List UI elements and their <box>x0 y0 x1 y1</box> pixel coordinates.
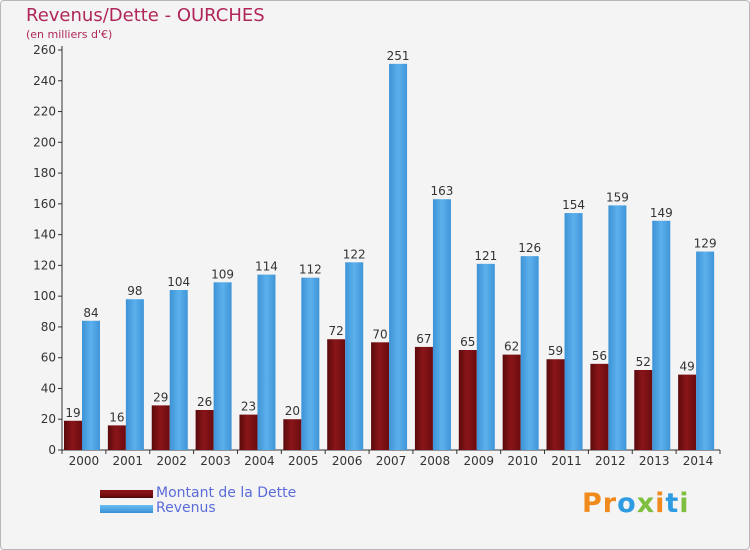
data-label-dette-2004: 23 <box>241 400 256 414</box>
data-label-dette-2013: 52 <box>636 355 651 369</box>
data-label-dette-2000: 19 <box>65 406 80 420</box>
x-tick-label-2008: 2008 <box>420 454 451 468</box>
bar-dette-2000 <box>64 420 82 450</box>
y-tick-label: 260 <box>33 43 56 57</box>
bar-revenus-2010 <box>520 256 539 450</box>
y-tick-label: 0 <box>48 443 56 457</box>
bar-dette-2004 <box>239 414 258 450</box>
x-tick-label-2007: 2007 <box>376 454 407 468</box>
x-tick-label-2002: 2002 <box>156 454 187 468</box>
y-tick-label: 180 <box>33 166 56 180</box>
bar-dette-2011 <box>546 359 565 450</box>
data-label-revenus-2006: 122 <box>343 247 366 261</box>
y-tick-label: 80 <box>41 320 56 334</box>
data-label-dette-2007: 70 <box>372 327 387 341</box>
bar-revenus-2006 <box>345 262 364 450</box>
data-label-revenus-2008: 163 <box>430 184 453 198</box>
bar-revenus-2013 <box>652 220 671 450</box>
x-tick-label-2010: 2010 <box>507 454 538 468</box>
data-label-revenus-2009: 121 <box>474 249 497 263</box>
x-tick-label-2001: 2001 <box>113 454 144 468</box>
y-tick-label: 100 <box>33 289 56 303</box>
x-tick-label-2005: 2005 <box>288 454 319 468</box>
data-label-revenus-2002: 104 <box>167 275 190 289</box>
bar-revenus-2011 <box>564 213 583 450</box>
data-label-dette-2014: 49 <box>679 360 694 374</box>
data-label-revenus-2004: 114 <box>255 260 278 274</box>
bar-revenus-2012 <box>608 205 627 450</box>
x-tick-label-2004: 2004 <box>244 454 275 468</box>
x-tick-label-2013: 2013 <box>639 454 670 468</box>
data-label-revenus-2012: 159 <box>606 190 629 204</box>
data-label-dette-2005: 20 <box>285 404 300 418</box>
bar-revenus-2005 <box>301 277 320 450</box>
bar-revenus-2007 <box>389 63 408 450</box>
y-tick-label: 20 <box>41 412 56 426</box>
x-tick-label-2000: 2000 <box>69 454 100 468</box>
data-label-dette-2003: 26 <box>197 395 212 409</box>
bar-dette-2005 <box>283 419 302 450</box>
bar-revenus-2002 <box>169 290 188 450</box>
legend-label-dette: Montant de la Dette <box>156 485 297 501</box>
bar-dette-2008 <box>414 346 433 450</box>
data-label-revenus-2013: 149 <box>650 206 673 220</box>
bar-dette-2003 <box>195 410 214 450</box>
y-tick-label: 40 <box>41 381 56 395</box>
data-label-revenus-2010: 126 <box>518 241 541 255</box>
x-tick-label-2011: 2011 <box>551 454 582 468</box>
bar-dette-2014 <box>678 374 697 450</box>
proxiti-logo: Proxiti <box>582 488 690 519</box>
bar-dette-2012 <box>590 363 609 450</box>
bar-revenus-2003 <box>213 282 232 450</box>
x-tick-label-2003: 2003 <box>200 454 231 468</box>
chart-title: Revenus/Dette - OURCHES <box>26 5 265 26</box>
y-tick-label: 220 <box>33 105 56 119</box>
x-tick-label-2012: 2012 <box>595 454 626 468</box>
bar-dette-2010 <box>502 354 521 450</box>
bar-revenus-2004 <box>257 274 276 450</box>
data-label-dette-2001: 16 <box>109 410 124 424</box>
legend-label-revenus: Revenus <box>156 500 216 516</box>
data-label-revenus-2011: 154 <box>562 198 585 212</box>
bar-dette-2002 <box>151 405 170 450</box>
bar-dette-2013 <box>634 370 653 450</box>
bar-revenus-2009 <box>476 263 495 450</box>
data-label-dette-2008: 67 <box>416 332 431 346</box>
legend-swatch-revenus <box>100 505 153 513</box>
bar-revenus-2000 <box>82 320 100 450</box>
x-tick-label-2009: 2009 <box>463 454 494 468</box>
data-label-dette-2009: 65 <box>460 335 475 349</box>
data-label-dette-2002: 29 <box>153 390 168 404</box>
data-label-revenus-2007: 251 <box>387 49 410 63</box>
data-label-revenus-2005: 112 <box>299 263 322 277</box>
data-label-dette-2010: 62 <box>504 340 519 354</box>
bar-revenus-2008 <box>432 199 451 450</box>
y-tick-label: 240 <box>33 74 56 88</box>
bar-revenus-2014 <box>696 251 715 450</box>
data-label-revenus-2001: 98 <box>127 284 142 298</box>
x-tick-label-2014: 2014 <box>683 454 714 468</box>
y-tick-label: 140 <box>33 228 56 242</box>
data-label-dette-2011: 59 <box>548 344 563 358</box>
bar-dette-2001 <box>107 425 126 450</box>
bar-dette-2006 <box>327 339 346 450</box>
x-tick-label-2006: 2006 <box>332 454 363 468</box>
data-label-revenus-2000: 84 <box>83 306 98 320</box>
y-tick-label: 60 <box>41 351 56 365</box>
data-label-dette-2012: 56 <box>592 349 607 363</box>
y-tick-label: 160 <box>33 197 56 211</box>
data-label-revenus-2014: 129 <box>694 237 717 251</box>
data-label-dette-2006: 72 <box>329 324 344 338</box>
y-tick-label: 200 <box>33 135 56 149</box>
y-tick-label: 120 <box>33 258 56 272</box>
legend-swatch-dette <box>100 490 153 498</box>
data-label-revenus-2003: 109 <box>211 267 234 281</box>
bar-revenus-2001 <box>125 299 144 450</box>
bar-dette-2007 <box>371 342 390 450</box>
chart-subtitle: (en milliers d'€) <box>26 28 113 41</box>
bar-dette-2009 <box>458 350 477 450</box>
